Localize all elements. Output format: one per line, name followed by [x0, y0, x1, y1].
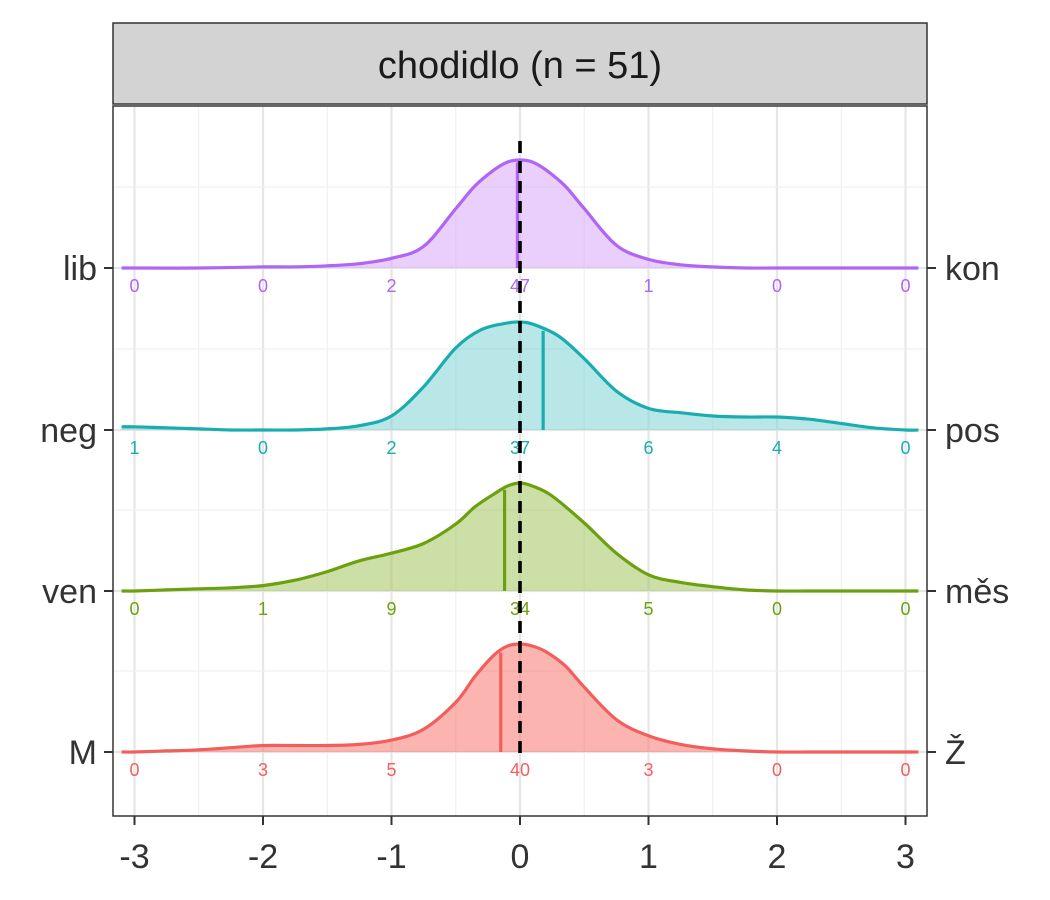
density-area: [121, 321, 919, 431]
y-label-right: měs: [945, 573, 1009, 611]
x-tick-label: 3: [896, 838, 915, 876]
x-tick-label: 2: [768, 838, 787, 876]
density-area: [121, 483, 919, 592]
y-label-left: lib: [63, 250, 97, 288]
count-label: 3: [258, 760, 268, 780]
density-line: [121, 481, 919, 593]
count-label: 0: [772, 276, 782, 296]
y-label-right: kon: [945, 250, 1000, 288]
series-lib: 00247100: [121, 158, 919, 296]
count-label: 4: [772, 438, 782, 458]
count-label: 0: [129, 599, 139, 619]
x-tick-label: 1: [639, 838, 658, 876]
count-label: 0: [900, 599, 910, 619]
y-label-left: neg: [40, 412, 97, 450]
count-label: 9: [386, 599, 396, 619]
count-label: 5: [643, 599, 653, 619]
y-label-left: M: [69, 734, 97, 772]
x-tick-label: 0: [511, 838, 530, 876]
x-tick-label: -1: [376, 838, 406, 876]
x-tick-label: -3: [119, 838, 149, 876]
count-label: 2: [386, 276, 396, 296]
count-label: 1: [258, 599, 268, 619]
density-area: [121, 644, 919, 753]
facet-title: chodidlo (n = 51): [378, 45, 662, 87]
count-label: 0: [258, 438, 268, 458]
count-label: 0: [258, 276, 268, 296]
count-label: 0: [900, 276, 910, 296]
y-label-right: pos: [945, 412, 1000, 450]
count-label: 2: [386, 438, 396, 458]
y-label-right: Ž: [945, 734, 966, 772]
count-label: 40: [510, 760, 530, 780]
y-label-left: ven: [42, 573, 97, 611]
density-line: [121, 158, 919, 270]
count-label: 1: [129, 438, 139, 458]
x-tick-label: -2: [248, 838, 278, 876]
count-label: 6: [643, 438, 653, 458]
density-area: [121, 160, 919, 269]
count-label: 0: [772, 599, 782, 619]
count-label: 1: [643, 276, 653, 296]
x-axis: -3 -2 -1 0 1 2 3: [119, 816, 915, 876]
facet-strip: [112, 22, 928, 105]
count-label: 0: [900, 438, 910, 458]
count-label: 3: [643, 760, 653, 780]
count-label: 0: [129, 276, 139, 296]
count-label: 0: [900, 760, 910, 780]
count-label: 0: [772, 760, 782, 780]
count-label: 0: [129, 760, 139, 780]
count-label: 5: [386, 760, 396, 780]
